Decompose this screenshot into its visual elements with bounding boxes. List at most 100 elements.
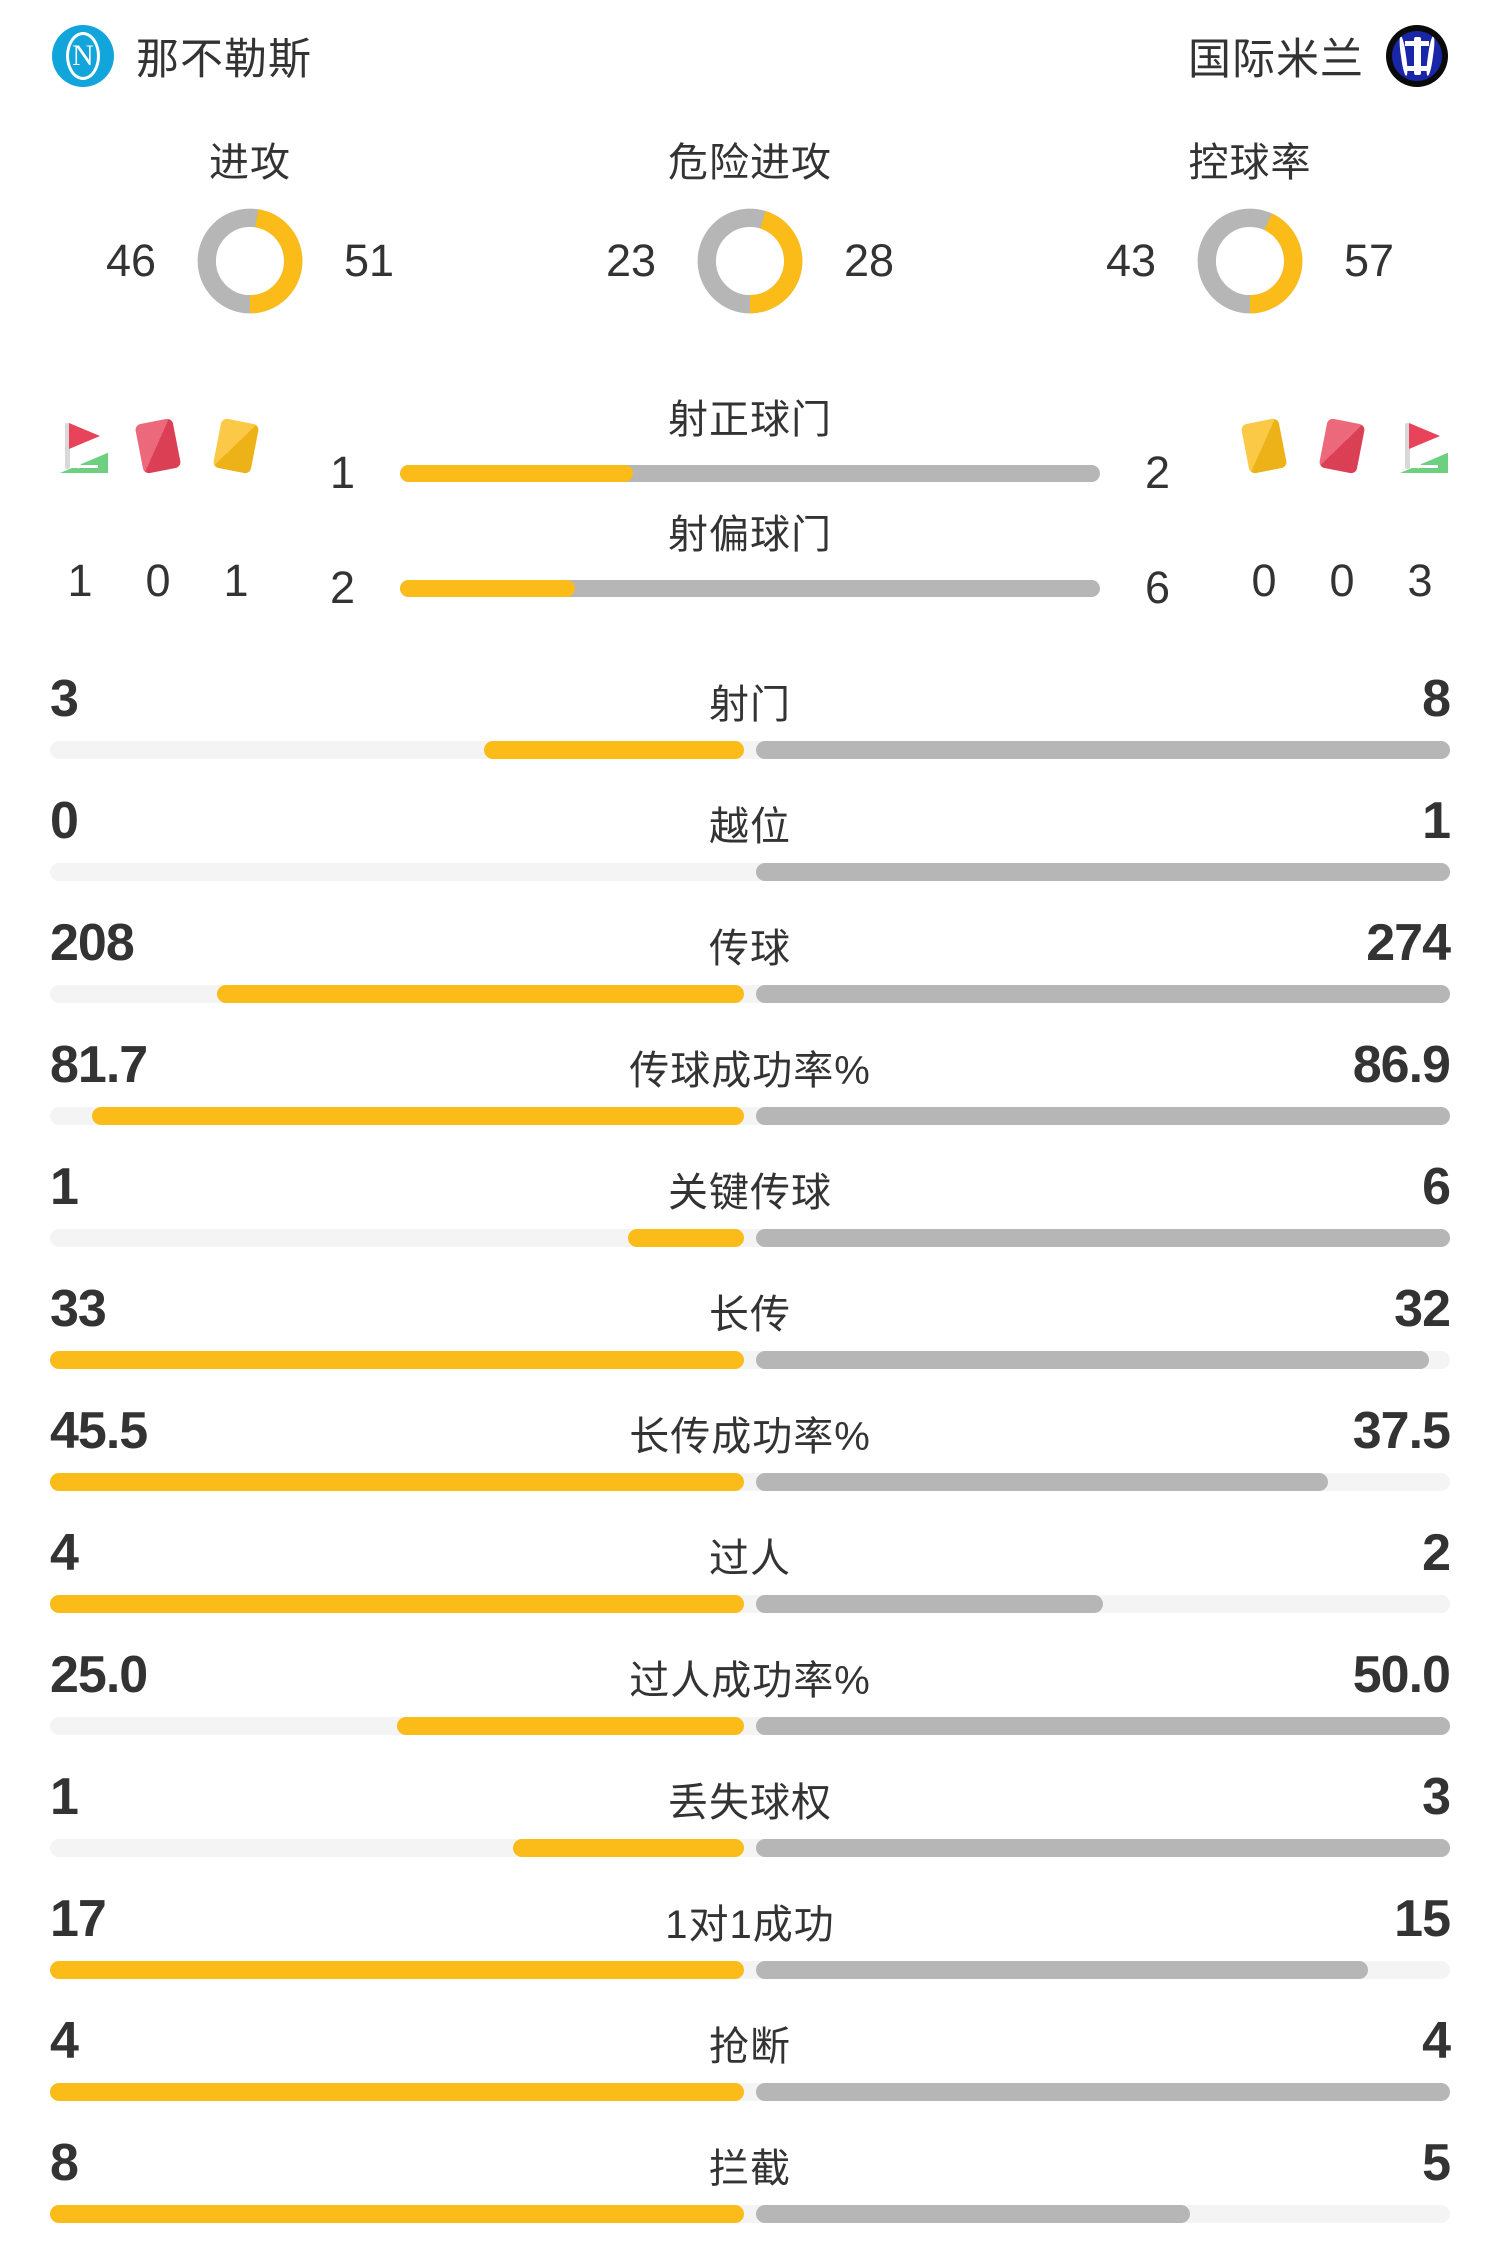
table-row[interactable]: 45.5 长传成功率% 37.5 [50,1379,1451,1501]
stat-bar [50,1839,1450,1857]
donut-dangerous-attack: 危险进攻 23 28 [500,112,1000,397]
stat-home-value: 33 [50,1280,107,1338]
table-row[interactable]: 3 射门 8 [50,647,1451,769]
stat-away-value: 5 [1422,2134,1451,2192]
stat-home-fill [50,1595,745,1613]
stat-away-fill [755,741,1450,759]
stat-away-value: 274 [1366,914,1451,972]
shots-on-target-away: 2 [1144,447,1170,498]
donut-home-value: 43 [1105,235,1157,286]
shots-on-target-bar [400,464,1100,482]
stat-label: 传球成功率% [629,1049,871,1093]
stat-home-value: 4 [50,2012,79,2070]
donut-home-value: 23 [605,235,657,286]
shots-off-target-bar [400,579,1100,597]
stat-away-fill [755,1961,1369,1979]
away-red-card-count: 0 [1329,555,1355,606]
stat-home-fill [50,2083,745,2101]
stat-home-fill [50,1961,745,1979]
shots-on-target-row: 1 2 [330,447,1170,499]
stat-home-value: 1 [50,1768,79,1826]
stat-away-fill [755,863,1450,881]
stat-bar [50,741,1450,759]
table-row[interactable]: 4 抢断 4 [50,1989,1451,2111]
stat-label: 过人 [709,1537,791,1581]
stat-home-value: 0 [50,792,79,850]
table-row[interactable]: 4 过人 2 [50,1501,1451,1623]
stat-bar [50,1473,1450,1491]
stat-away-fill [755,1229,1450,1247]
away-corner-count: 3 [1407,555,1433,606]
stat-home-value: 208 [50,914,135,972]
stat-bar [50,985,1450,1003]
stat-label: 传球 [709,927,791,971]
stat-away-fill [755,2205,1190,2223]
table-row[interactable]: 0 越位 1 [50,769,1451,891]
stat-home-fill [628,1229,745,1247]
stat-home-fill [484,741,745,759]
away-team-name: 国际米兰 [1188,36,1364,84]
stat-away-value: 6 [1422,1158,1451,1216]
stat-bar [50,1351,1450,1369]
stat-home-value: 1 [50,1158,79,1216]
home-corner-count: 1 [67,555,93,606]
stat-home-fill [50,1351,745,1369]
corner-flag-icon [52,415,108,477]
home-red-card-count: 0 [145,555,171,606]
home-discipline-icons [52,415,264,477]
donut-title: 进攻 [209,141,291,185]
table-row[interactable]: 25.0 过人成功率% 50.0 [50,1623,1451,1745]
stat-label: 抢断 [709,2025,791,2069]
match-header: N 那不勒斯 国际米兰 [0,0,1500,112]
stat-away-fill [755,2083,1450,2101]
away-team[interactable]: 国际米兰 [1188,25,1448,87]
donut-possession: 控球率 43 57 [1000,112,1500,397]
table-row[interactable]: 1 丢失球权 3 [50,1745,1451,1867]
stat-bar [50,2083,1450,2101]
table-row[interactable]: 81.7 传球成功率% 86.9 [50,1013,1451,1135]
table-row[interactable]: 1 关键传球 6 [50,1135,1451,1257]
donut-chart-group: 进攻 46 51 危险进攻 23 [0,112,1500,397]
stat-away-fill [755,1717,1450,1735]
donut-title: 控球率 [1188,141,1312,185]
stat-home-value: 8 [50,2134,79,2192]
home-team-name: 那不勒斯 [136,36,312,84]
home-team[interactable]: N 那不勒斯 [52,25,312,87]
stat-label: 射门 [709,683,791,727]
table-row[interactable]: 17 1对1成功 15 [50,1867,1451,1989]
table-row[interactable]: 8 拦截 5 [50,2111,1451,2233]
shots-off-target-home: 2 [330,562,356,613]
stat-bar [50,863,1450,881]
stat-home-fill [397,1717,745,1735]
napoli-crest: N [52,25,114,87]
donut-away-value: 51 [343,235,395,286]
stat-label: 长传成功率% [629,1415,871,1459]
stat-away-value: 32 [1394,1280,1451,1338]
table-row[interactable]: 12 解围 6 [50,2233,1450,2244]
shots-on-target-home: 1 [330,447,356,498]
shots-off-target-home-fill [400,579,575,597]
stat-home-value: 25.0 [50,1646,148,1704]
stat-bar [50,1961,1450,1979]
away-discipline-values: 0 0 3 [1236,555,1448,607]
donut-away-value: 28 [843,235,895,286]
stat-home-fill [50,2205,745,2223]
stat-home-value: 17 [50,1890,107,1948]
discipline-and-shots-block: 射正球门 1 2 射偏球门 2 6 1 0 1 0 0 3 [0,397,1500,647]
shots-off-target-row: 2 6 [330,562,1170,614]
corner-flag-icon [1392,415,1448,477]
donut-title: 危险进攻 [668,141,832,185]
stat-bar [50,1595,1450,1613]
stat-away-value: 8 [1422,670,1451,728]
home-yellow-card-count: 1 [223,555,249,606]
stat-label: 1对1成功 [665,1903,835,1947]
stat-home-fill [217,985,745,1003]
table-row[interactable]: 33 长传 32 [50,1257,1451,1379]
shots-on-target-home-fill [400,464,634,482]
stats-list: 3 射门 8 0 越位 1 208 传球 2 [0,647,1500,2244]
stat-away-fill [755,1595,1103,1613]
stat-label: 关键传球 [668,1171,832,1215]
stat-away-value: 37.5 [1352,1402,1451,1460]
table-row[interactable]: 208 传球 274 [50,891,1451,1013]
